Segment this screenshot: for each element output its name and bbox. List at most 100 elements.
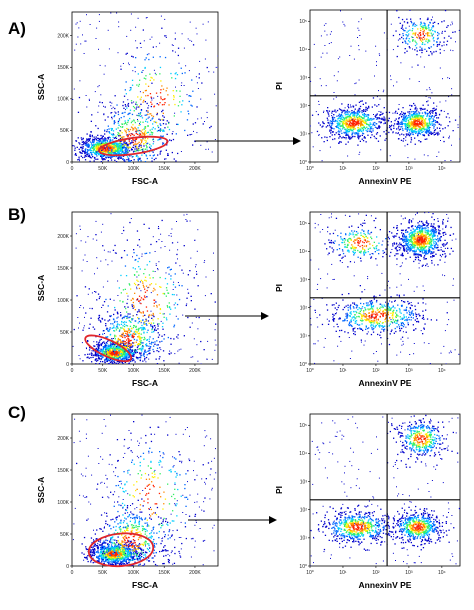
- event-dot: [138, 320, 140, 323]
- event-dot: [126, 239, 128, 241]
- event-dot: [93, 140, 95, 142]
- event-dot: [331, 119, 334, 121]
- event-dot: [133, 325, 135, 327]
- event-dot: [143, 162, 144, 163]
- event-dot: [100, 94, 102, 96]
- event-dot: [451, 21, 453, 23]
- event-dot: [148, 315, 150, 317]
- event-dot: [126, 107, 128, 109]
- event-dot: [142, 282, 144, 284]
- event-dot: [162, 292, 164, 295]
- event-dot: [82, 140, 85, 143]
- event-dot: [428, 118, 430, 121]
- event-dot: [424, 124, 426, 126]
- event-dot: [427, 130, 430, 132]
- event-dot: [329, 129, 331, 131]
- event-dot: [124, 140, 126, 142]
- event-dot: [347, 124, 349, 126]
- event-dot: [86, 142, 88, 144]
- event-dot: [198, 77, 200, 79]
- event-dot: [107, 29, 109, 31]
- event-dot: [399, 22, 401, 24]
- event-dot: [357, 130, 359, 132]
- event-dot: [130, 333, 132, 336]
- event-dot: [412, 40, 414, 42]
- event-dot: [126, 142, 128, 144]
- event-dot: [428, 128, 431, 130]
- event-dot: [336, 109, 339, 112]
- event-dot: [135, 131, 137, 133]
- event-dot: [427, 125, 430, 127]
- event-dot: [357, 119, 359, 122]
- event-dot: [95, 234, 97, 236]
- event-dot: [145, 155, 148, 157]
- event-dot: [155, 265, 157, 266]
- event-dot: [367, 128, 369, 130]
- event-dot: [100, 344, 102, 347]
- event-dot: [125, 354, 127, 356]
- event-dot: [138, 317, 140, 320]
- event-dot: [409, 121, 411, 124]
- event-dot: [117, 295, 119, 296]
- event-dot: [412, 39, 415, 41]
- event-dot: [126, 151, 128, 153]
- event-dot: [408, 46, 410, 48]
- event-dot: [346, 110, 348, 113]
- event-dot: [372, 97, 375, 99]
- event-dot: [89, 24, 91, 25]
- event-dot: [328, 115, 330, 117]
- event-dot: [353, 111, 355, 114]
- event-dot: [156, 340, 158, 342]
- event-dot: [122, 340, 124, 342]
- event-dot: [351, 133, 353, 136]
- event-dot: [327, 113, 330, 115]
- event-dot: [415, 106, 417, 108]
- event-dot: [114, 95, 116, 97]
- event-dot: [123, 139, 125, 142]
- event-dot: [95, 347, 98, 350]
- event-dot: [404, 118, 406, 120]
- event-dot: [105, 298, 107, 301]
- event-dot: [156, 373, 157, 374]
- event-dot: [125, 321, 127, 323]
- event-dot: [311, 132, 313, 134]
- event-dot: [399, 114, 401, 116]
- event-dot: [111, 128, 113, 130]
- event-dot: [222, 64, 223, 65]
- event-dot: [407, 43, 409, 45]
- event-dot: [95, 158, 97, 160]
- event-dot: [362, 120, 365, 122]
- event-dot: [127, 341, 129, 343]
- event-dot: [419, 39, 421, 41]
- event-dot: [138, 344, 141, 346]
- event-dot: [424, 138, 426, 140]
- event-dot: [127, 328, 129, 330]
- event-dot: [173, 96, 175, 98]
- event-dot: [383, 118, 385, 120]
- event-dot: [334, 134, 336, 136]
- event-dot: [104, 349, 107, 351]
- event-dot: [419, 36, 421, 39]
- event-dot: [133, 120, 135, 122]
- event-dot: [107, 340, 109, 342]
- event-dot: [97, 127, 99, 130]
- event-dot: [149, 73, 151, 75]
- event-dot: [104, 150, 106, 153]
- event-dot: [402, 107, 404, 109]
- event-dot: [328, 110, 331, 112]
- event-dot: [125, 168, 126, 169]
- event-dot: [418, 114, 420, 117]
- event-dot: [114, 111, 116, 113]
- event-dot: [328, 43, 330, 44]
- event-dot: [106, 150, 108, 152]
- event-dot: [432, 33, 434, 35]
- event-dot: [142, 148, 144, 150]
- event-dot: [323, 141, 325, 143]
- event-dot: [124, 104, 126, 106]
- event-dot: [330, 132, 332, 134]
- event-dot: [102, 144, 104, 146]
- event-dot: [356, 116, 359, 119]
- event-dot: [119, 144, 121, 147]
- event-dot: [68, 152, 69, 153]
- event-dot: [115, 329, 118, 331]
